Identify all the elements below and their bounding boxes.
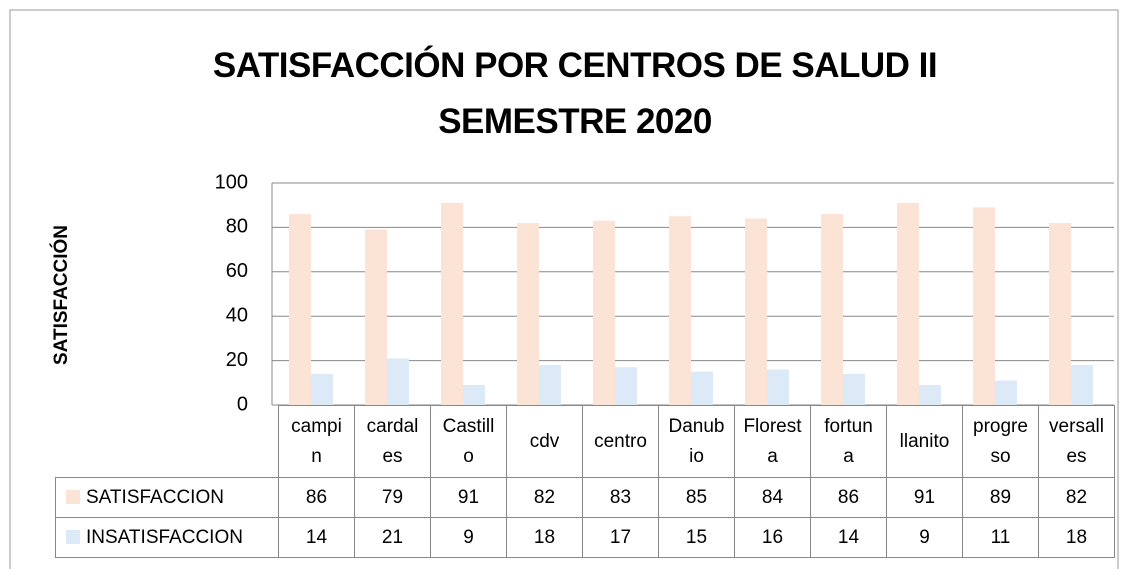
bar — [821, 214, 843, 405]
x-tick-label: progreso — [962, 405, 1039, 478]
data-label: 84 — [734, 477, 811, 518]
data-label: 18 — [506, 517, 583, 558]
y-axis-label: SATISFACCIÓN — [50, 225, 72, 365]
data-label: 91 — [886, 477, 963, 518]
bar — [995, 380, 1017, 405]
data-label: 86 — [278, 477, 355, 518]
data-label: 11 — [962, 517, 1039, 558]
data-label: 15 — [658, 517, 735, 558]
data-table: campin cardales Castillo cdv centro Danubio Fl… — [55, 405, 1115, 558]
y-tick-label: 0 — [237, 393, 248, 415]
bar — [973, 207, 995, 405]
data-label: 79 — [354, 477, 431, 518]
bar — [289, 214, 311, 405]
bar — [897, 202, 919, 405]
bar — [387, 358, 409, 405]
data-label: 82 — [506, 477, 583, 518]
bar — [539, 365, 561, 405]
y-tick-label: 100 — [215, 171, 248, 193]
data-label: 9 — [430, 517, 507, 558]
data-label: 21 — [354, 517, 431, 558]
y-tick-label: 20 — [226, 349, 248, 371]
x-tick-label: fortuna — [810, 405, 887, 478]
bar — [843, 373, 865, 405]
y-tick-label: 40 — [226, 304, 248, 326]
data-label: 85 — [658, 477, 735, 518]
x-tick-label: versalles — [1038, 405, 1115, 478]
data-label: 82 — [1038, 477, 1115, 518]
data-label: 89 — [962, 477, 1039, 518]
category-row: campin cardales Castillo cdv centro Danubio Fl… — [55, 405, 1115, 478]
legend-swatch — [66, 489, 80, 504]
data-label: 91 — [430, 477, 507, 518]
x-tick-label: cardales — [354, 405, 431, 478]
bar — [691, 371, 713, 405]
data-label: 14 — [278, 517, 355, 558]
legend-label: SATISFACCION — [86, 486, 224, 508]
x-tick-label: campin — [278, 405, 355, 478]
bar — [669, 216, 691, 405]
bar — [517, 222, 539, 405]
legend-entry: SATISFACCION — [55, 477, 279, 518]
corner — [55, 405, 279, 478]
y-tick-label: 80 — [226, 216, 248, 238]
legend-label: INSATISFACCION — [86, 526, 243, 548]
data-label: 86 — [810, 477, 887, 518]
data-label: 83 — [582, 477, 659, 518]
series-row: SATISFACCION 86 79 91 82 83 85 84 86 91 89 82 — [55, 477, 1115, 518]
bar — [311, 373, 333, 405]
bar — [365, 229, 387, 405]
legend-entry: INSATISFACCION — [55, 517, 279, 558]
bar — [441, 202, 463, 405]
bar — [745, 218, 767, 405]
chart-title: SATISFACCIÓN POR CENTROS DE SALUD II SEM… — [212, 46, 938, 141]
x-tick-label: Danubio — [658, 405, 735, 478]
data-label: 16 — [734, 517, 811, 558]
bar — [767, 369, 789, 405]
bar — [593, 220, 615, 405]
y-tick-label: 60 — [226, 260, 248, 282]
x-tick-label: Castillo — [430, 405, 507, 478]
data-label: 9 — [886, 517, 963, 558]
bar — [615, 367, 637, 405]
data-label: 14 — [810, 517, 887, 558]
data-label: 18 — [1038, 517, 1115, 558]
x-tick-label: Floresta — [734, 405, 811, 478]
data-label: 17 — [582, 517, 659, 558]
series-row: INSATISFACCION 14 21 9 18 17 15 16 14 9 11 18 — [55, 517, 1115, 558]
bar — [919, 385, 941, 405]
x-tick-label: centro — [582, 405, 659, 478]
legend-swatch — [66, 529, 80, 544]
bar — [1049, 222, 1071, 405]
bar — [463, 385, 485, 405]
x-tick-label: llanito — [886, 405, 963, 478]
bar — [1071, 365, 1093, 405]
frame — [9, 9, 1119, 569]
x-tick-label: cdv — [506, 405, 583, 478]
